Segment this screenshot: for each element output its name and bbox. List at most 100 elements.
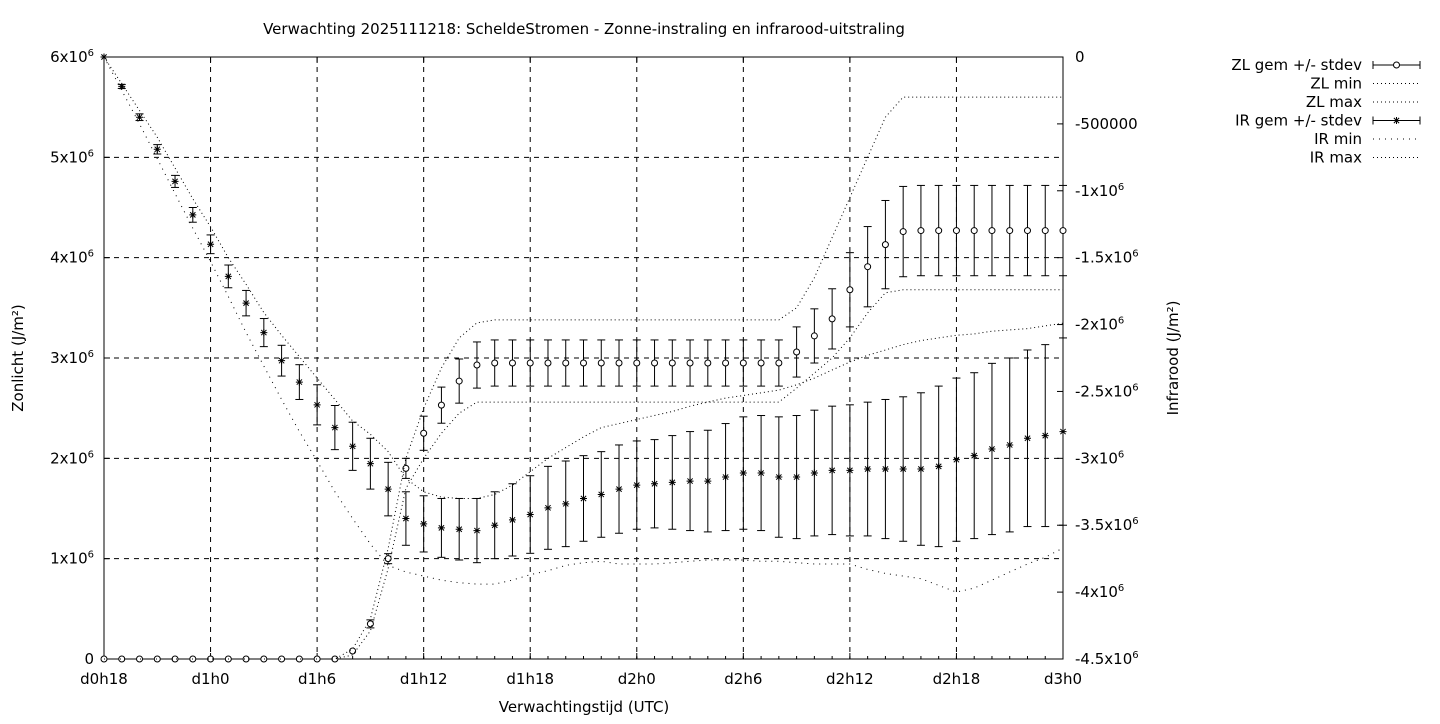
data-point	[526, 359, 534, 367]
x-tick-label: d2h18	[933, 670, 981, 688]
data-point	[810, 469, 818, 477]
data-point	[455, 525, 463, 533]
data-point	[313, 401, 321, 409]
data-point	[455, 377, 463, 385]
data-point	[242, 655, 250, 663]
data-point	[899, 465, 907, 473]
x-tick-label: d1h0	[191, 670, 229, 688]
data-point	[491, 521, 499, 529]
y2-tick-label: -4.5x106	[1075, 650, 1139, 668]
y-tick-label: 4x106	[50, 249, 94, 267]
data-point	[597, 359, 605, 367]
legend-marker	[1393, 61, 1400, 69]
series-line-zl-max	[104, 96, 1063, 660]
data-point	[384, 485, 392, 493]
data-point	[1059, 428, 1067, 436]
data-point	[864, 465, 872, 473]
data-point	[349, 647, 357, 655]
data-point	[899, 228, 907, 236]
y-tick-label: 6x106	[50, 48, 94, 66]
data-point	[686, 477, 694, 485]
legend-marker	[1393, 117, 1400, 124]
data-point	[1059, 227, 1067, 235]
data-point	[171, 177, 179, 185]
data-point	[349, 442, 357, 450]
data-point	[491, 359, 499, 367]
data-point	[828, 466, 836, 474]
data-point	[970, 452, 978, 460]
data-point	[224, 272, 232, 280]
y2-tick-label: 0	[1075, 48, 1085, 66]
series-zl-max	[104, 96, 1063, 660]
legend-item: IR max	[1310, 149, 1420, 167]
data-point	[366, 460, 374, 468]
data-point	[651, 359, 659, 367]
data-point	[793, 473, 801, 481]
series-line-ir-max	[103, 56, 1064, 499]
data-point	[935, 462, 943, 470]
data-point	[331, 655, 339, 663]
data-point	[615, 485, 623, 493]
x-tick-label: d1h18	[506, 670, 554, 688]
data-point	[722, 359, 730, 367]
series-zl-min	[104, 289, 1063, 660]
data-point	[136, 113, 144, 121]
data-point	[402, 515, 410, 523]
data-point	[420, 429, 428, 437]
series-layer	[100, 53, 1067, 663]
data-point	[775, 473, 783, 481]
data-point	[881, 465, 889, 473]
x-axis-title: Verwachtingstijd (UTC)	[499, 698, 670, 716]
data-point	[544, 359, 552, 367]
y-tick-label: 5x106	[50, 148, 94, 166]
x-tick-label: d3h0	[1044, 670, 1082, 688]
data-point	[562, 500, 570, 508]
data-point	[633, 359, 641, 367]
data-point	[668, 478, 676, 486]
data-point	[207, 655, 215, 663]
data-point	[207, 240, 215, 248]
data-point	[722, 473, 730, 481]
data-point	[260, 655, 268, 663]
data-point	[633, 481, 641, 489]
legend-item: IR gem +/- stdev	[1235, 112, 1421, 130]
y2-tick-label: -3x106	[1075, 449, 1124, 467]
data-point	[508, 359, 516, 367]
series-line-zl-min	[104, 289, 1063, 660]
data-point	[864, 263, 872, 271]
data-point	[562, 359, 570, 367]
data-point	[810, 332, 818, 340]
legend-label: ZL min	[1310, 75, 1362, 93]
data-point	[615, 359, 623, 367]
data-point	[1041, 227, 1049, 235]
y2-tick-label: -2.5x106	[1075, 382, 1139, 400]
data-point	[580, 359, 587, 367]
data-point	[153, 655, 161, 663]
legend-label: IR max	[1310, 149, 1362, 167]
y2-tick-label: -4x106	[1075, 583, 1124, 601]
legend-item: ZL max	[1306, 93, 1420, 111]
legend-label: ZL max	[1306, 93, 1362, 111]
data-point	[952, 456, 960, 464]
data-point	[1023, 434, 1031, 442]
data-point	[704, 477, 712, 485]
data-point	[846, 466, 854, 474]
legend-label: ZL gem +/- stdev	[1231, 56, 1362, 74]
data-point	[988, 227, 996, 235]
data-point	[686, 359, 694, 367]
legend-item: ZL min	[1310, 75, 1420, 93]
data-point	[260, 329, 268, 337]
data-point	[153, 145, 161, 153]
series-ir-gem-stdev	[100, 53, 1067, 564]
x-tick-label: d2h12	[826, 670, 874, 688]
data-point	[437, 524, 445, 532]
data-point	[757, 469, 765, 477]
data-point	[313, 655, 321, 663]
y2-axis-title: Infrarood (J/m²)	[1164, 301, 1182, 416]
series-ir-max	[103, 56, 1064, 499]
data-point	[420, 520, 428, 528]
data-point	[437, 401, 445, 409]
data-point	[526, 511, 534, 519]
data-point	[668, 359, 676, 367]
data-point	[952, 227, 960, 235]
